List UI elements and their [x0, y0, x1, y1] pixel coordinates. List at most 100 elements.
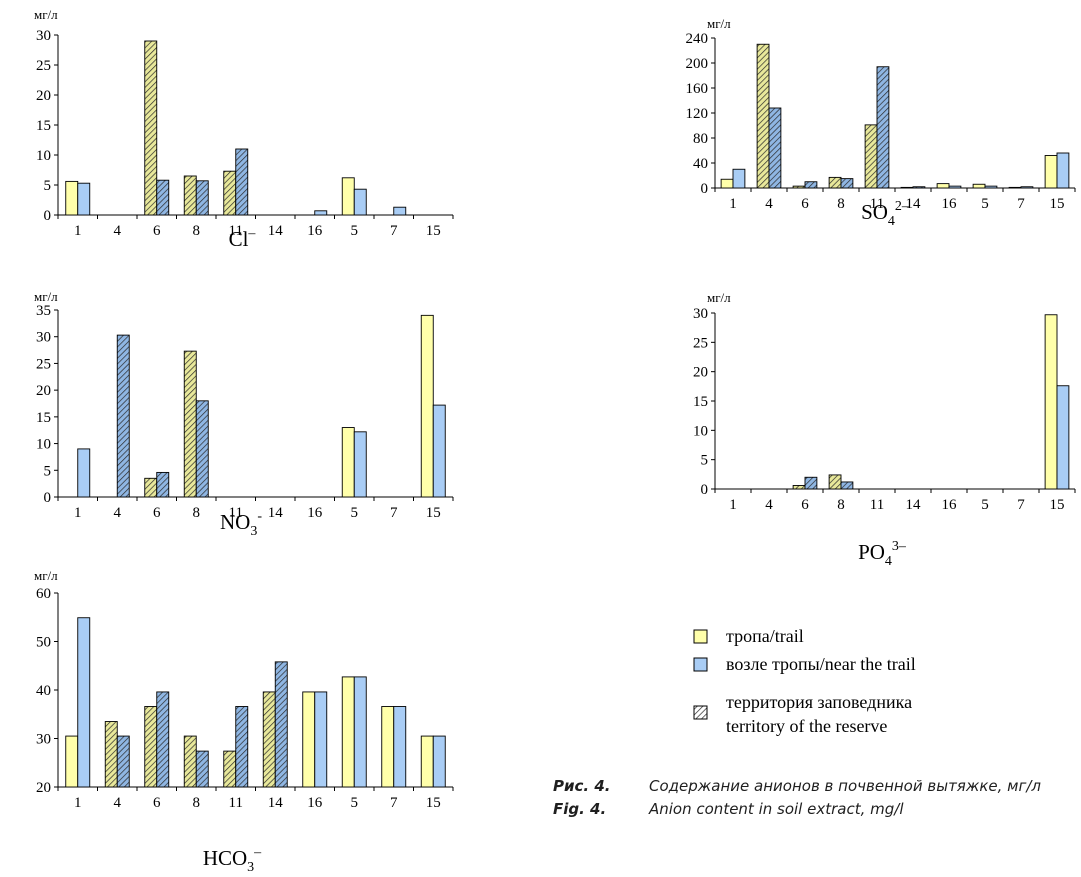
x-tick-label: 16 — [942, 497, 958, 513]
bar-8-b — [840, 178, 854, 189]
x-tick-label: 8 — [193, 795, 201, 811]
bar-6-a — [144, 40, 158, 216]
x-tick-label: 5 — [351, 505, 359, 521]
x-tick-label: 7 — [1017, 196, 1025, 212]
bar-15-a — [1044, 314, 1058, 490]
x-tick-label: 14 — [906, 196, 922, 212]
y-tick-label: 15 — [693, 394, 708, 410]
y-tick-label: 0 — [701, 482, 709, 498]
y-tick-label: 20 — [693, 365, 708, 381]
y-tick-label: 0 — [701, 181, 709, 197]
caption-en-text: Anion content in soil extract, mg/l — [649, 800, 904, 818]
ion-title: Cl– — [229, 226, 257, 251]
x-tick-label: 6 — [153, 223, 161, 239]
x-tick-label: 11 — [870, 497, 884, 513]
y-tick-label: 10 — [693, 423, 708, 439]
x-tick-label: 1 — [74, 223, 82, 239]
y-tick-label: 50 — [36, 635, 51, 651]
bar-5-a — [341, 676, 355, 788]
bar-6-b — [156, 691, 170, 788]
y-tick-label: 0 — [44, 490, 52, 506]
x-tick-label: 5 — [981, 497, 989, 513]
bar-4-a — [756, 43, 770, 189]
bar-6-a — [792, 185, 806, 189]
bar-11-b — [876, 66, 890, 189]
y-tick-label: 5 — [44, 463, 52, 479]
bar-1-a — [720, 178, 734, 189]
legend-label-near-trail: возле тропы/near the trail — [726, 654, 916, 674]
x-tick-label: 14 — [906, 497, 922, 513]
bar-14-b — [274, 661, 288, 788]
legend-label-reserve-en: territory of the reserve — [726, 716, 887, 736]
bar-7-b — [393, 706, 407, 788]
y-tick-label: 0 — [44, 208, 52, 224]
bar-15-a — [420, 735, 434, 788]
x-tick-label: 14 — [268, 505, 284, 521]
bar-1-b — [732, 168, 746, 189]
bar-5-b — [353, 188, 367, 216]
bar-1-b — [77, 448, 91, 498]
bar-15-b — [1056, 152, 1070, 189]
bar-16-a — [302, 691, 316, 788]
y-tick-label: 30 — [36, 732, 51, 748]
ion-title: SO42– — [861, 199, 910, 229]
bar-11-a — [223, 750, 237, 788]
y-tick-label: 40 — [693, 156, 708, 172]
bar-1-a — [65, 735, 79, 788]
bar-11-a — [223, 170, 237, 216]
ion-title: PO43– — [858, 539, 907, 569]
x-tick-label: 15 — [426, 795, 441, 811]
bar-6-a — [144, 477, 158, 498]
bar-8-a — [183, 735, 197, 788]
x-tick-label: 11 — [229, 795, 243, 811]
legend: тропа/trail возле тропы/near the trail т… — [693, 626, 916, 736]
x-tick-label: 15 — [1050, 196, 1065, 212]
y-tick-label: 25 — [36, 58, 51, 74]
bar-14-a — [900, 186, 914, 189]
y-tick-label: 80 — [693, 131, 708, 147]
bar-8-b — [195, 750, 209, 788]
x-tick-label: 6 — [153, 505, 161, 521]
x-tick-label: 4 — [114, 795, 122, 811]
bar-8-a — [183, 175, 197, 216]
y-tick-label: 25 — [693, 335, 708, 351]
bar-11-b — [235, 148, 249, 216]
bar-16-a — [936, 183, 950, 189]
y-tick-label: 20 — [36, 780, 51, 796]
x-tick-label: 5 — [981, 196, 989, 212]
x-tick-label: 14 — [268, 223, 284, 239]
y-tick-label: 160 — [686, 81, 709, 97]
x-tick-label: 8 — [837, 196, 845, 212]
y-tick-label: 200 — [686, 56, 709, 72]
ion-title: NO3- — [220, 509, 262, 539]
x-tick-label: 16 — [307, 223, 323, 239]
bar-16-b — [314, 691, 328, 788]
y-tick-label: 20 — [36, 88, 51, 104]
bar-8-b — [840, 481, 854, 490]
y-tick-label: 20 — [36, 383, 51, 399]
bar-8-a — [828, 176, 842, 189]
bar-6-b — [804, 181, 818, 189]
bar-1-b — [77, 617, 91, 788]
bar-16-b — [948, 185, 962, 189]
bar-7-b — [1020, 186, 1034, 189]
caption-ru-text: Содержание анионов в почвенной вытяжке, … — [649, 777, 1041, 795]
bar-6-b — [156, 471, 170, 498]
bar-8-a — [183, 350, 197, 498]
bar-6-b — [156, 179, 170, 216]
x-tick-label: 6 — [801, 196, 809, 212]
x-tick-label: 4 — [765, 497, 773, 513]
bar-4-a — [104, 721, 118, 788]
bar-15-b — [432, 404, 446, 498]
x-tick-label: 7 — [390, 795, 398, 811]
y-unit-label: мг/л — [707, 290, 731, 305]
x-tick-label: 1 — [74, 505, 82, 521]
y-tick-label: 15 — [36, 410, 51, 426]
x-tick-label: 4 — [114, 505, 122, 521]
x-tick-label: 8 — [193, 505, 201, 521]
bar-11-a — [864, 124, 878, 189]
